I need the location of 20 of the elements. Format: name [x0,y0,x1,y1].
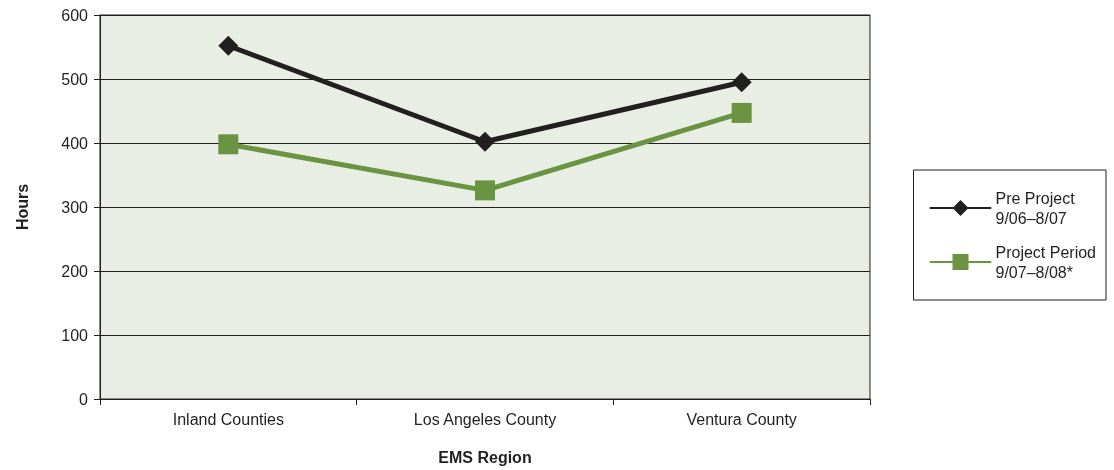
y-axis-title: Hours [13,183,31,231]
legend-label: Pre Project 9/06–8/07 [995,189,1076,227]
point [475,131,495,152]
x-tick-label: Ventura County [686,410,797,428]
x-tick-label: Inland Counties [172,410,284,428]
point [218,134,239,155]
y-tick-label: 400 [61,134,89,152]
y-tick-label: 0 [79,390,89,408]
point [731,102,752,123]
x-tick-label: Los Angeles County [413,410,557,428]
y-tick-label: 200 [61,262,89,280]
point [731,72,752,93]
x-axis-title: EMS Region [438,448,532,466]
y-tick-label: 600 [61,6,89,24]
y-tick-label: 300 [61,198,89,216]
legend-label: Project Period 9/07–8/08* [995,243,1097,281]
point [475,180,495,201]
y-tick-label: 100 [61,326,89,344]
y-tick-label: 500 [61,70,89,88]
point [218,35,239,56]
